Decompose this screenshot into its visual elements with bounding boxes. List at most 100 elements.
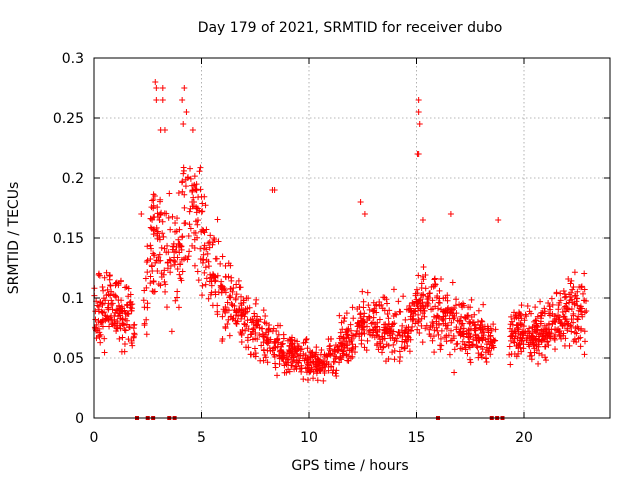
data-point	[113, 324, 120, 331]
data-point	[238, 312, 245, 319]
data-point	[99, 316, 106, 323]
data-point	[271, 351, 278, 358]
data-point	[556, 327, 563, 334]
data-point	[568, 277, 575, 284]
data-point	[209, 272, 216, 279]
data-point	[180, 170, 187, 177]
data-point	[289, 344, 296, 351]
data-point	[298, 345, 305, 352]
data-point	[574, 302, 581, 309]
data-point	[118, 303, 125, 310]
data-point	[181, 204, 188, 211]
data-point	[161, 245, 168, 252]
data-point	[544, 332, 551, 339]
data-point	[264, 340, 271, 347]
data-point	[576, 283, 583, 290]
data-point	[314, 377, 321, 384]
data-point	[174, 265, 181, 272]
data-point	[520, 341, 527, 348]
data-point	[147, 280, 154, 287]
data-point	[265, 339, 272, 346]
data-point	[438, 276, 445, 283]
data-point	[472, 325, 479, 332]
data-point	[194, 221, 201, 228]
data-point	[197, 186, 204, 193]
data-point	[489, 342, 496, 349]
data-point	[288, 362, 295, 369]
data-point	[537, 318, 544, 325]
data-point	[546, 303, 553, 310]
data-point	[443, 325, 450, 332]
data-point	[517, 331, 524, 338]
data-point	[172, 248, 179, 255]
data-point	[364, 316, 371, 323]
data-point	[568, 296, 575, 303]
data-point	[509, 321, 516, 328]
data-point	[513, 342, 520, 349]
data-point	[212, 277, 219, 284]
data-point	[196, 168, 203, 175]
data-point	[239, 327, 246, 334]
data-point	[348, 327, 355, 334]
data-point	[233, 321, 240, 328]
data-point	[318, 346, 325, 353]
data-point	[164, 242, 171, 249]
chart-title: Day 179 of 2021, SRMTID for receiver dub…	[198, 20, 503, 36]
data-point	[470, 336, 477, 343]
data-point	[466, 342, 473, 349]
data-point	[374, 329, 381, 335]
data-point	[251, 310, 258, 317]
data-point	[176, 271, 183, 278]
data-point	[181, 191, 188, 198]
data-point	[402, 316, 409, 323]
data-point	[280, 349, 287, 356]
data-point	[552, 326, 559, 333]
data-point	[487, 332, 494, 339]
data-point	[478, 343, 485, 350]
data-point	[159, 218, 166, 225]
data-point	[570, 319, 577, 326]
data-point	[310, 375, 317, 382]
data-point	[573, 298, 580, 305]
data-point	[373, 342, 380, 349]
data-point	[242, 327, 249, 334]
data-point	[187, 225, 194, 232]
data-point	[214, 302, 221, 309]
data-point	[472, 331, 479, 338]
data-point	[414, 299, 421, 306]
data-point	[175, 304, 182, 311]
data-point	[154, 204, 161, 211]
data-point	[528, 334, 535, 341]
data-point	[200, 251, 207, 258]
data-point	[420, 264, 427, 271]
data-point	[320, 357, 327, 364]
data-point	[164, 265, 171, 272]
data-point	[570, 283, 577, 290]
data-point	[150, 226, 157, 233]
data-point	[224, 299, 231, 306]
data-point	[121, 341, 128, 348]
data-point	[438, 327, 445, 334]
data-point	[526, 308, 533, 315]
data-point	[144, 304, 151, 311]
data-point	[347, 355, 354, 362]
data-point	[537, 298, 544, 305]
data-point	[187, 165, 194, 172]
data-point	[266, 344, 273, 351]
data-point	[95, 270, 102, 277]
data-point	[460, 325, 467, 332]
data-point	[541, 322, 548, 329]
data-point	[225, 307, 232, 314]
data-point	[153, 85, 160, 91]
data-point	[232, 296, 239, 303]
data-point	[107, 292, 114, 299]
data-point	[169, 213, 176, 220]
data-point	[349, 353, 356, 360]
data-point	[278, 355, 285, 362]
data-point	[446, 351, 453, 358]
data-point	[406, 302, 413, 309]
data-point	[296, 357, 303, 364]
y-tick-label: 0.2	[62, 171, 84, 187]
data-point	[179, 268, 186, 275]
data-point	[466, 356, 473, 363]
